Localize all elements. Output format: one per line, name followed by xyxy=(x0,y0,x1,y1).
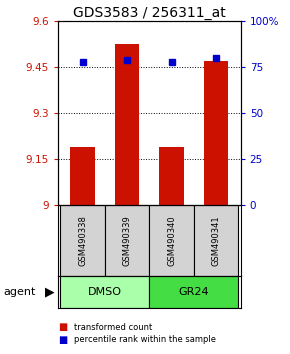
Bar xyxy=(70,147,95,205)
Bar xyxy=(149,276,238,308)
Text: transformed count: transformed count xyxy=(74,323,152,332)
Bar xyxy=(149,205,194,276)
Text: GSM490341: GSM490341 xyxy=(212,215,221,266)
Title: GDS3583 / 256311_at: GDS3583 / 256311_at xyxy=(73,6,226,20)
Text: GSM490338: GSM490338 xyxy=(78,215,87,266)
Bar xyxy=(60,205,105,276)
Bar xyxy=(194,205,238,276)
Bar xyxy=(105,205,149,276)
Text: agent: agent xyxy=(3,287,35,297)
Text: DMSO: DMSO xyxy=(88,287,122,297)
Text: ■: ■ xyxy=(58,322,67,332)
Bar xyxy=(60,276,149,308)
Text: percentile rank within the sample: percentile rank within the sample xyxy=(74,335,216,344)
Bar xyxy=(115,44,139,205)
Text: ▶: ▶ xyxy=(45,286,55,298)
Text: GR24: GR24 xyxy=(179,287,209,297)
Text: GSM490340: GSM490340 xyxy=(167,215,176,266)
Text: ■: ■ xyxy=(58,335,67,345)
Text: GSM490339: GSM490339 xyxy=(123,215,132,266)
Bar xyxy=(204,61,229,205)
Bar xyxy=(160,147,184,205)
